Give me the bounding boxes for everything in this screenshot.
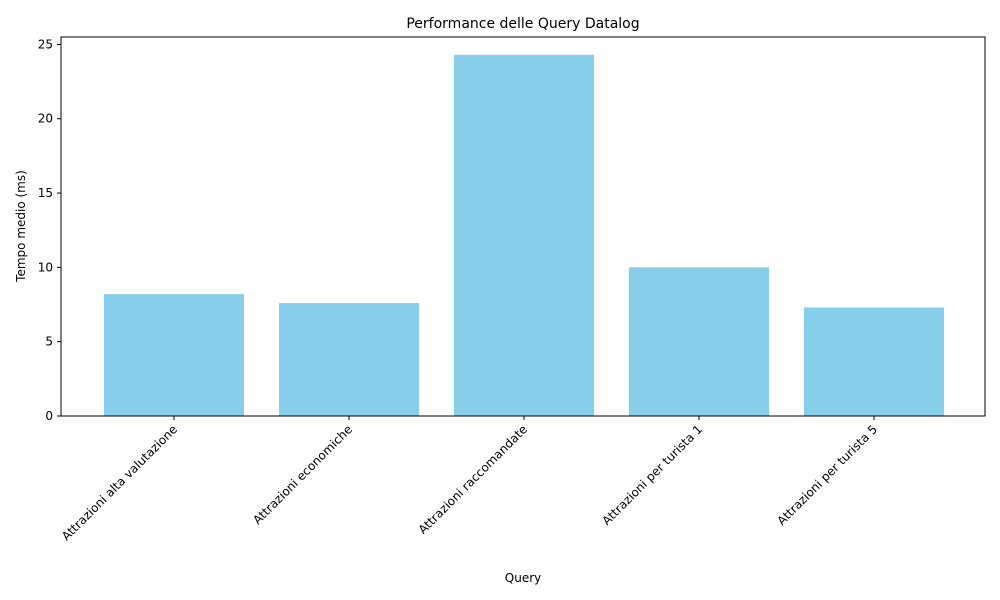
bars-group	[104, 54, 944, 416]
x-tick-label: Attrazioni raccomandate	[416, 422, 531, 537]
x-tick-label: Attrazioni per turista 1	[599, 422, 705, 528]
x-tick-label: Attrazioni economiche	[250, 422, 355, 527]
x-tick-label: Attrazioni alta valutazione	[59, 422, 180, 543]
y-tick-label: 25	[38, 37, 53, 51]
x-ticks-group: Attrazioni alta valutazione Attrazioni ec…	[59, 416, 880, 543]
y-axis-label: Tempo medio (ms)	[14, 170, 28, 283]
y-tick-label: 5	[45, 335, 53, 349]
x-axis-label: Query	[505, 571, 541, 585]
bar	[454, 54, 594, 416]
y-tick-label: 20	[38, 112, 53, 126]
y-ticks-group: 0 5 10 15 20 25	[38, 37, 61, 423]
y-tick-label: 0	[45, 409, 53, 423]
bar	[104, 294, 244, 416]
y-tick-label: 15	[38, 186, 53, 200]
y-tick-label: 10	[38, 260, 53, 274]
bar	[279, 303, 419, 416]
x-tick-label: Attrazioni per turista 5	[774, 422, 880, 528]
chart-title: Performance delle Query Datalog	[406, 16, 639, 32]
bar	[804, 307, 944, 416]
bar	[629, 267, 769, 416]
plot-frame	[60, 36, 986, 417]
